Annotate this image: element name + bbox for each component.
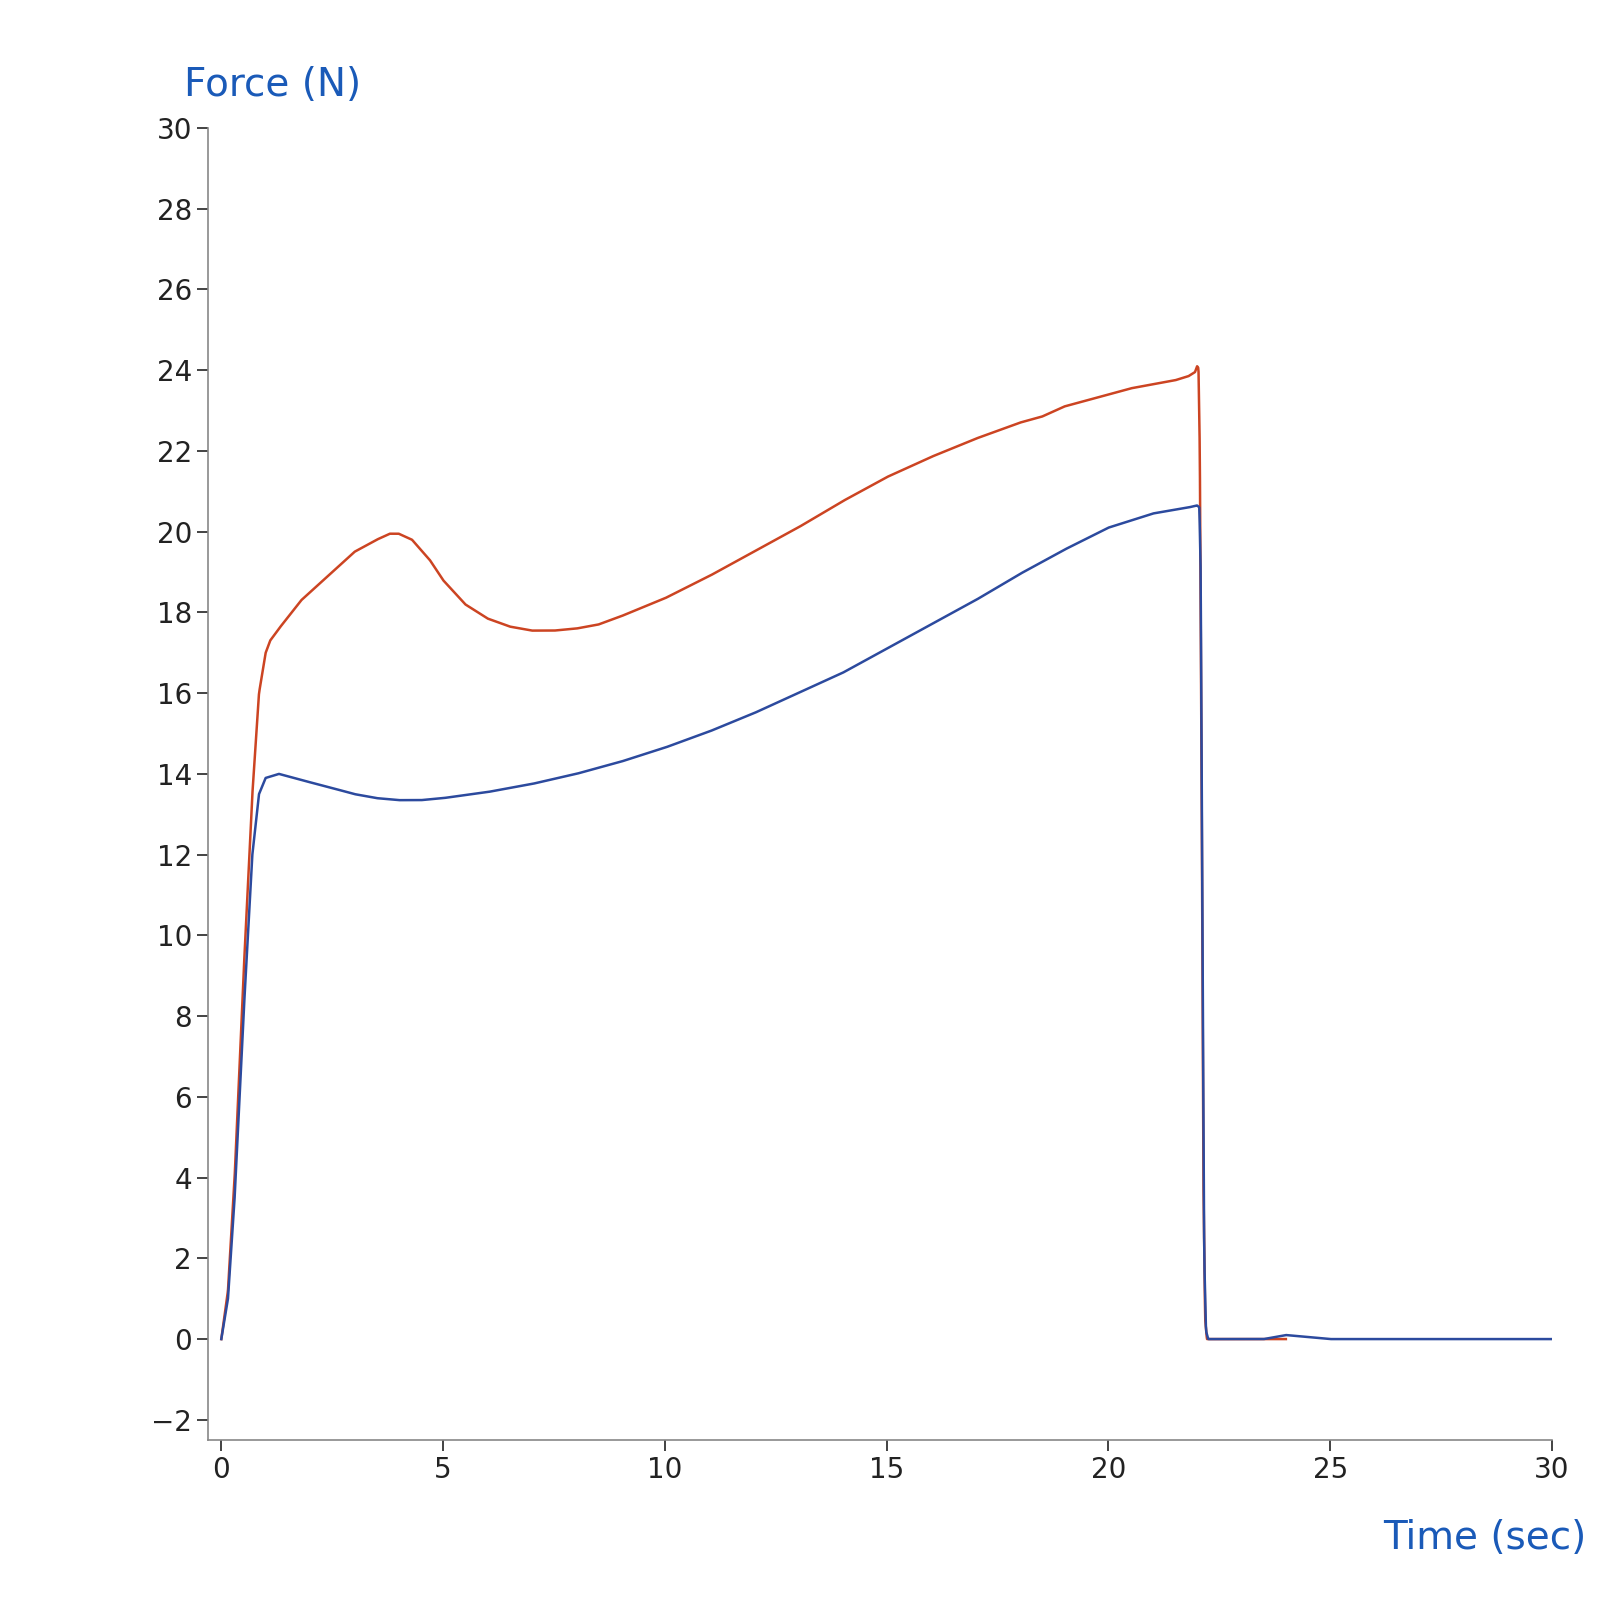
Text: Force (N): Force (N) [184, 66, 362, 104]
X-axis label: Time (sec): Time (sec) [1382, 1518, 1587, 1557]
